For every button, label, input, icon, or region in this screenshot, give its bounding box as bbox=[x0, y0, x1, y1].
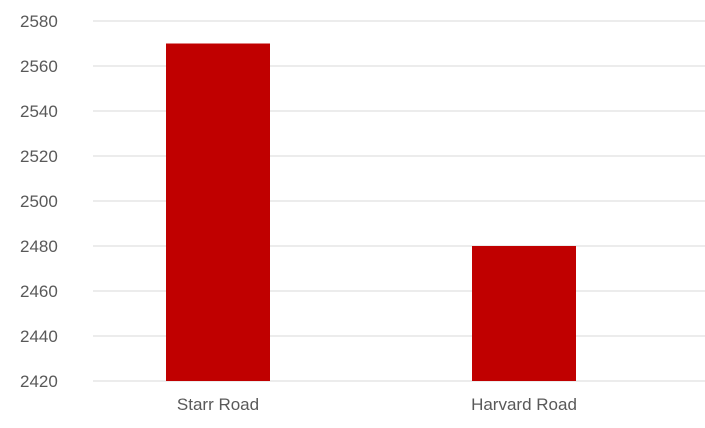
y-tick-label: 2520 bbox=[20, 147, 58, 166]
y-tick-label: 2440 bbox=[20, 327, 58, 346]
x-tick-label: Harvard Road bbox=[471, 395, 577, 414]
bar-harvard-road bbox=[472, 246, 576, 381]
bars bbox=[166, 43, 576, 381]
y-tick-label: 2580 bbox=[20, 12, 58, 31]
y-tick-label: 2480 bbox=[20, 237, 58, 256]
x-axis-ticks: Starr Road Harvard Road bbox=[177, 395, 577, 414]
x-tick-label: Starr Road bbox=[177, 395, 259, 414]
y-tick-label: 2460 bbox=[20, 282, 58, 301]
y-tick-label: 2540 bbox=[20, 102, 58, 121]
bar-starr-road bbox=[166, 43, 270, 381]
y-tick-label: 2420 bbox=[20, 372, 58, 391]
y-axis-ticks: 2420 2440 2460 2480 2500 2520 2540 2560 2580 bbox=[20, 12, 58, 391]
y-tick-label: 2500 bbox=[20, 192, 58, 211]
y-tick-label: 2560 bbox=[20, 57, 58, 76]
